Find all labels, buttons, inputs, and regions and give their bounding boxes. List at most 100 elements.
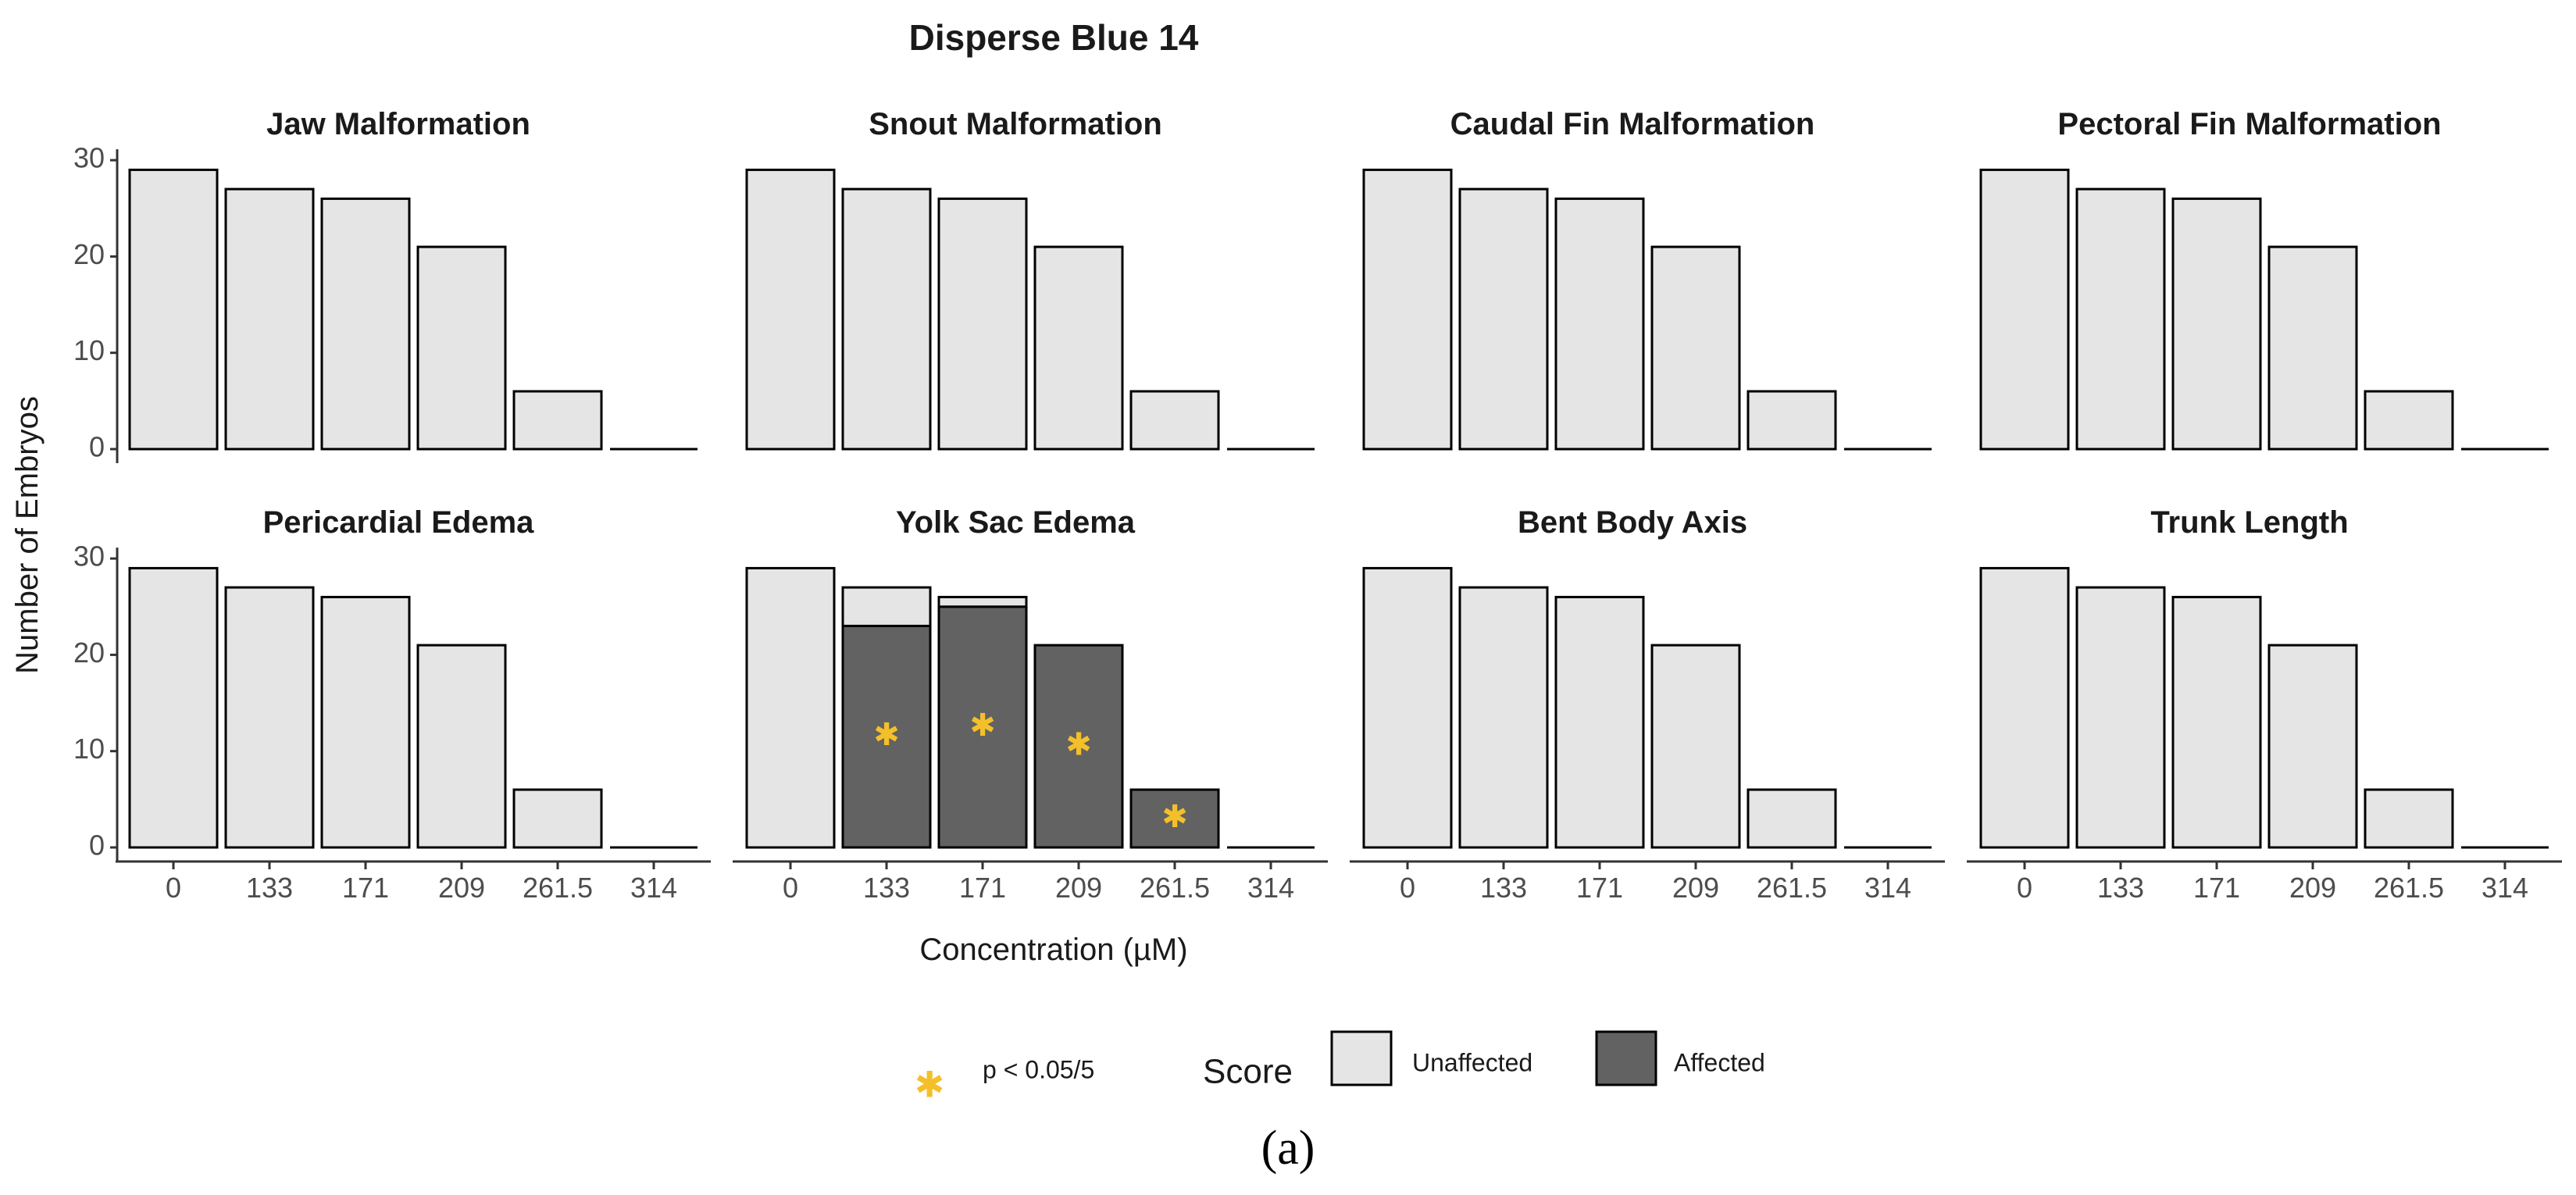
bar-unaffected [937, 197, 1028, 451]
y-tick-label: 20 [73, 637, 105, 669]
x-tick-label: 261.5 [1757, 872, 1827, 904]
legend-unaffected-label: Unaffected [1412, 1048, 1532, 1076]
bar-unaffected [512, 788, 603, 849]
y-tick-label: 0 [89, 829, 105, 861]
bar-unaffected [2075, 586, 2166, 849]
bar-affected [841, 624, 932, 849]
bar-unaffected [1554, 197, 1645, 451]
panel-caudal-fin-malformation: Caudal Fin Malformation [1362, 107, 1932, 451]
x-tick-label: 133 [863, 872, 910, 904]
bar-unaffected [2364, 390, 2454, 451]
x-tick-label: 314 [2481, 872, 2528, 904]
significance-star-icon: ✱ [1065, 727, 1092, 763]
bar-unaffected [2267, 245, 2358, 451]
panel-title: Snout Malformation [869, 107, 1162, 141]
y-tick-label: 20 [73, 238, 105, 270]
x-tick-label: 0 [166, 872, 181, 904]
panel-snout-malformation: Snout Malformation [745, 107, 1315, 451]
x-axis-label: Concentration (µM) [919, 933, 1187, 967]
legend-score-title: Score [1203, 1053, 1293, 1091]
bar-unaffected [128, 168, 219, 451]
figure-caption: (a) [1261, 1122, 1315, 1175]
x-tick-label: 0 [783, 872, 798, 904]
significance-star-icon: ✱ [873, 717, 900, 753]
legend-unaffected-swatch [1330, 1030, 1393, 1086]
bar-unaffected [745, 168, 836, 451]
bar-unaffected [1650, 644, 1741, 849]
bar-unaffected [1979, 168, 2070, 451]
y-tick-label: 10 [73, 733, 105, 765]
bar-unaffected [512, 390, 603, 451]
panel-yolk-sac-edema: Yolk Sac Edema ✱ ✱ ✱ ✱ 0 133 171 209 261.5 314 [733, 505, 1328, 904]
y-tick-label: 30 [73, 142, 105, 174]
significance-star-icon: ✱ [969, 708, 996, 744]
panel-title: Pectoral Fin Malformation [2057, 107, 2441, 141]
bar-unaffected [224, 586, 315, 849]
bar-unaffected [1129, 390, 1220, 451]
significance-star-icon: ✱ [1161, 799, 1188, 835]
bar-unaffected [2267, 644, 2358, 849]
bar-unaffected [841, 187, 932, 451]
bar-unaffected [1458, 586, 1549, 849]
panel-jaw-malformation: Jaw Malformation 0 10 20 30 [73, 107, 698, 463]
bar-unaffected [745, 566, 836, 849]
bar-unaffected [320, 197, 411, 451]
bar-unaffected [320, 595, 411, 849]
x-tick-label: 261.5 [523, 872, 593, 904]
bar-affected [1129, 788, 1220, 849]
x-tick-label: 314 [1864, 872, 1911, 904]
x-tick-label: 171 [342, 872, 389, 904]
x-tick-label: 0 [2017, 872, 2032, 904]
bar-unaffected [416, 644, 507, 849]
panel-title: Yolk Sac Edema [896, 505, 1136, 540]
facet-panels: Jaw Malformation 0 10 20 30 Snout Malformatio… [73, 107, 2562, 904]
bar-unaffected [1979, 566, 2070, 849]
panel-pectoral-fin-malformation: Pectoral Fin Malformation [1979, 107, 2549, 451]
bar-unaffected [2075, 187, 2166, 451]
x-tick-label: 209 [1672, 872, 1719, 904]
legend-significance-label: p < 0.05/5 [983, 1055, 1094, 1083]
bar-unaffected [841, 586, 932, 627]
x-tick-label: 314 [630, 872, 677, 904]
x-tick-label: 209 [438, 872, 485, 904]
bar-unaffected [416, 245, 507, 451]
bar-unaffected [128, 566, 219, 849]
bar-unaffected [1033, 245, 1124, 451]
panel-title: Caudal Fin Malformation [1450, 107, 1815, 141]
panel-pericardial-edema: Pericardial Edema 0 10 20 30 0 133 171 209 261.5 3… [73, 505, 711, 904]
x-tick-label: 171 [1576, 872, 1623, 904]
bar-unaffected [1362, 566, 1453, 849]
bar-unaffected [1362, 168, 1453, 451]
bar-unaffected [937, 595, 1028, 608]
x-tick-label: 261.5 [2374, 872, 2444, 904]
bar-affected [937, 605, 1028, 849]
y-tick-label: 0 [89, 431, 105, 463]
x-tick-label: 133 [246, 872, 293, 904]
bar-unaffected [1650, 245, 1741, 451]
legend: ✱ p < 0.05/5 Score Unaffected Affected [915, 1030, 1765, 1106]
bar-unaffected [2171, 197, 2262, 451]
bar-unaffected [1746, 390, 1837, 451]
x-tick-label: 209 [1055, 872, 1102, 904]
x-tick-label: 171 [959, 872, 1006, 904]
x-tick-label: 261.5 [1140, 872, 1210, 904]
x-tick-label: 133 [1480, 872, 1527, 904]
bar-unaffected [2364, 788, 2454, 849]
x-tick-label: 0 [1400, 872, 1415, 904]
bar-unaffected [1746, 788, 1837, 849]
legend-affected-swatch [1595, 1030, 1657, 1086]
panel-title: Trunk Length [2150, 505, 2348, 540]
x-tick-label: 209 [2289, 872, 2336, 904]
panel-bent-body-axis: Bent Body Axis 0 133 171 209 261.5 314 [1350, 505, 1945, 904]
bar-affected [1033, 644, 1124, 849]
legend-star-icon: ✱ [915, 1064, 945, 1106]
y-tick-label: 10 [73, 334, 105, 366]
panel-title: Pericardial Edema [263, 505, 535, 540]
bar-unaffected [1554, 595, 1645, 849]
y-tick-label: 30 [73, 540, 105, 573]
panel-title: Jaw Malformation [266, 107, 530, 141]
bar-unaffected [2171, 595, 2262, 849]
x-tick-label: 314 [1247, 872, 1294, 904]
panel-title: Bent Body Axis [1518, 505, 1747, 540]
bar-unaffected [1458, 187, 1549, 451]
